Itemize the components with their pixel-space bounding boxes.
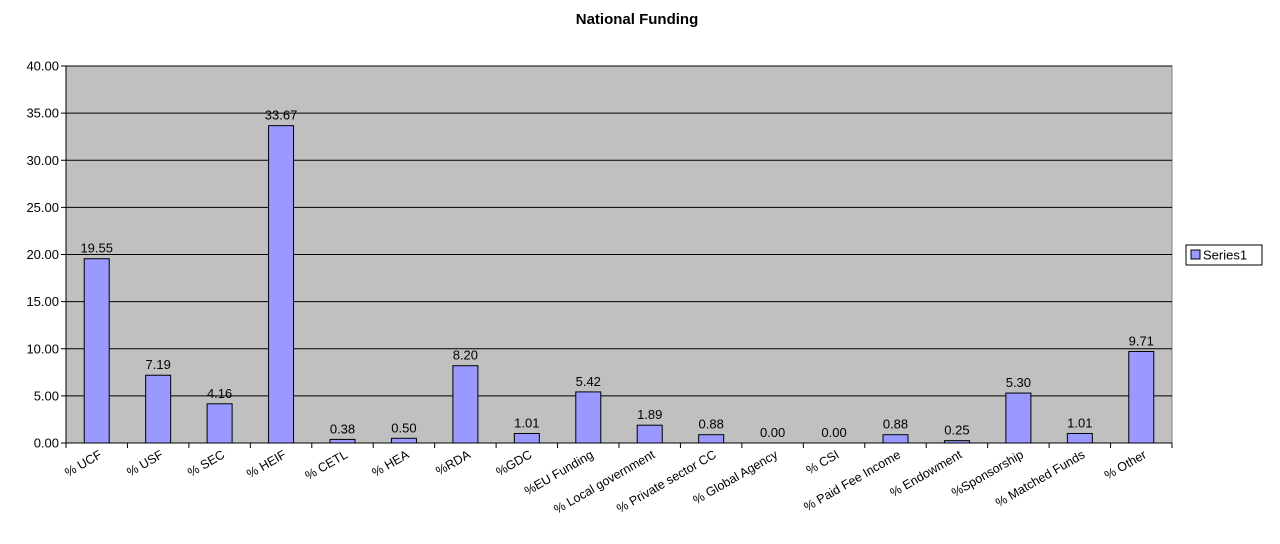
legend-swatch [1190,249,1201,260]
x-tick-label: % CSI [804,447,842,477]
x-tick-label: % Local government [552,447,658,516]
data-label: 1.89 [637,407,662,422]
x-tick-label: % USF [124,447,166,479]
x-tick-label: % UCF [62,447,104,479]
bar [1128,350,1155,444]
bar [1005,392,1032,444]
data-label: 19.55 [80,241,113,256]
data-label: 5.30 [1006,375,1031,390]
bar [943,440,970,444]
x-tick-label: % SEC [185,447,227,479]
y-tick-label: 40.00 [26,59,59,74]
data-label: 1.01 [1067,415,1092,430]
bars: 19.55 7.19 4.16 33.67 0.38 0.50 8.20 1.01 5.42 1.… [80,108,1155,444]
data-label: 5.42 [576,374,601,389]
data-label: 0.00 [821,425,846,440]
bar [329,438,356,444]
y-tick-label: 10.00 [26,341,59,356]
y-tick-label: 30.00 [26,153,59,168]
x-tick-label: % HEIF [244,447,289,481]
x-tick-label: %RDA [433,447,473,478]
data-label: 33.67 [265,108,298,123]
legend-box [1185,244,1263,266]
x-tick-label: % CETL [303,447,350,482]
y-tick-label: 35.00 [26,106,59,121]
legend: Series1 [1185,244,1263,266]
data-label: 7.19 [146,357,171,372]
bar [390,437,417,444]
data-label: 0.25 [944,423,969,438]
data-label: 0.00 [760,425,785,440]
data-label: 9.71 [1129,333,1154,348]
bar [268,125,295,444]
x-axis-ticks: % UCF % USF % SEC % HEIF % CETL % HEA %RDA %GDC… [62,443,1173,517]
gridlines [66,65,1172,397]
bar [452,365,479,444]
x-tick-label: % HEA [370,447,412,480]
y-tick-label: 25.00 [26,200,59,215]
bar [882,434,909,444]
x-tick-label: %GDC [494,447,535,479]
bar [83,258,110,444]
y-tick-label: 20.00 [26,247,59,262]
bar [636,424,663,444]
bar [1066,432,1093,444]
y-tick-label: 0.00 [34,436,59,451]
bar [575,391,602,444]
y-tick-label: 5.00 [34,388,59,403]
data-label: 8.20 [453,348,478,363]
bar [513,432,540,444]
x-tick-label: % Other [1102,447,1149,482]
bar [145,374,172,444]
data-label: 0.38 [330,421,355,436]
data-label: 0.88 [883,417,908,432]
bar [206,403,233,444]
data-label: 1.01 [514,415,539,430]
y-tick-label: 15.00 [26,294,59,309]
data-label: 0.50 [391,420,416,435]
data-label: 4.16 [207,386,232,401]
bar [698,434,725,444]
chart-title: National Funding [576,11,698,28]
data-label: 0.88 [699,417,724,432]
x-tick-label: % Private sector CC [614,447,718,515]
legend-label-series1: Series1 [1203,248,1247,263]
